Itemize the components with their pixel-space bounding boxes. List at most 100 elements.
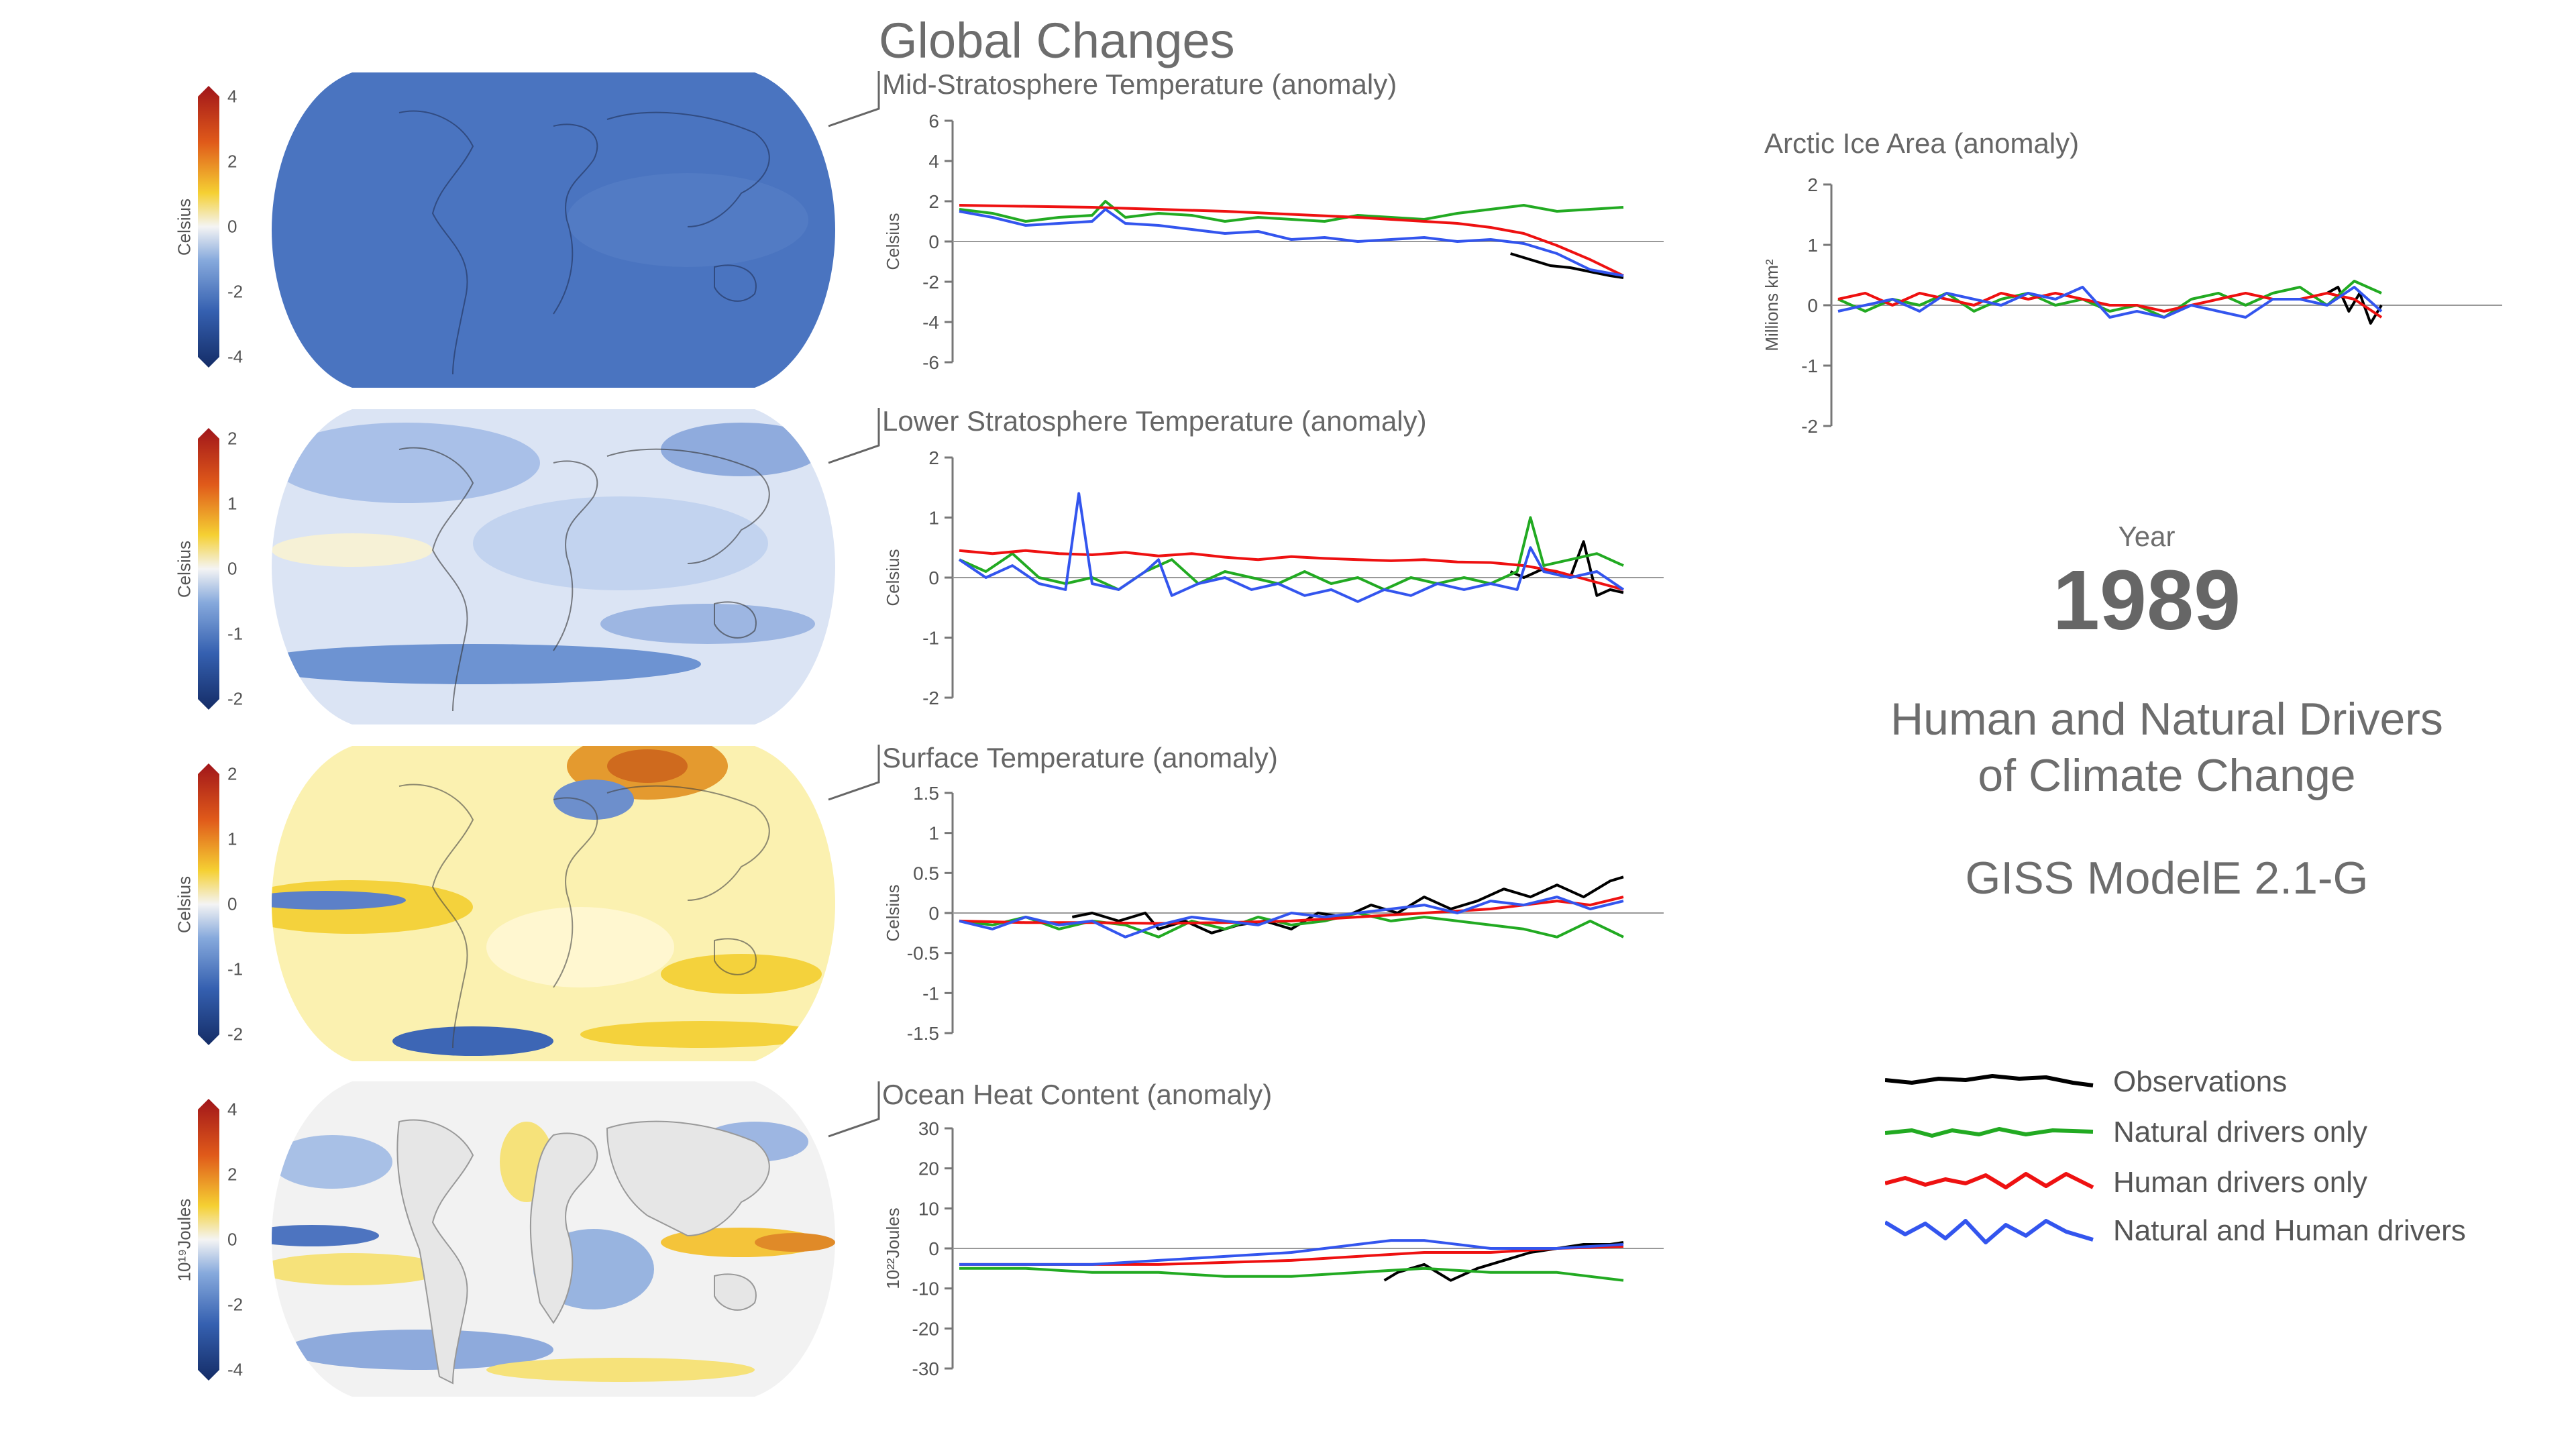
chart-lower-stratosphere: 2 1 0 -1 -2 Celsius [885,447,1664,708]
leader-line [828,71,880,127]
colorbar-gradient [198,1099,219,1381]
y-tick-label: -1 [1801,356,1818,376]
series-line [959,200,1624,223]
colorbar-tick: 0 [227,216,237,237]
y-tick-label: 10 [918,1198,939,1219]
y-axis-label: Celsius [885,549,903,606]
legend-swatch [1884,1127,2094,1138]
colorbar-tick: 2 [227,763,237,784]
series-line [958,492,1625,603]
legend-swatch [1884,1219,2094,1244]
y-tick-label: 2 [928,191,939,212]
colorbar-tick: -4 [227,1359,244,1380]
y-tick-label: -2 [922,272,939,292]
series-line [959,1267,1624,1282]
chart-arctic-ice: 2 1 0 -1 -2 Millions km² [1762,174,2502,437]
y-tick-label: 4 [928,151,939,172]
y-axis-label: Celsius [885,213,903,270]
chart-ocean-heat: 30 20 10 0 -10 -20 -30 10²²Joules [885,1118,1664,1379]
model-name: GISS ModelE 2.1-G [1965,853,2369,904]
subtitle: Human and Natural Drivers of Climate Cha… [1811,691,2522,804]
y-tick-label: -2 [1801,416,1818,437]
colorbar-gradient [198,428,219,710]
colorbar-unit: Celsius [174,875,195,934]
y-tick-label: 20 [918,1159,939,1179]
y-tick-label: -1 [922,628,939,649]
colorbar-ocean-heat: 4 2 0 -2 -4 10¹⁹Joules [174,1099,243,1381]
y-tick-label: 30 [918,1118,939,1139]
y-tick-label: -4 [922,312,939,333]
y-axis-label: Millions km² [1762,259,1782,352]
subtitle-line: of Climate Change [1978,750,2356,801]
y-tick-label: 2 [928,447,939,468]
colorbar-tick: 4 [227,86,237,107]
chart-title-arctic-ice: Arctic Ice Area (anomaly) [1764,127,2080,159]
y-tick-label: 1 [928,823,939,844]
y-tick-label: 0 [928,903,939,924]
leader-line [828,745,880,801]
y-tick-label: 6 [928,111,939,131]
year-label: Year [2118,521,2176,552]
colorbar-tick: -1 [227,623,244,644]
colorbar-unit: 10¹⁹Joules [174,1198,195,1282]
series-line [1509,540,1624,597]
y-tick-label: -0.5 [907,943,939,964]
colorbar-tick: 0 [227,558,237,579]
colorbar-tick: -2 [227,1294,244,1315]
legend-swatch [1884,1074,2094,1087]
series-line [959,1239,1624,1266]
colorbar-tick: -2 [227,688,244,709]
legend-label: Observations [2113,1065,2288,1098]
series-line [959,896,1624,925]
y-axis-label: 10²²Joules [885,1208,903,1289]
series-line [1837,286,2383,319]
page-title: Global Changes [879,13,1235,68]
legend-item-natural-and-human: Natural and Human drivers [1884,1209,2489,1249]
series-line [959,516,1624,591]
y-tick-label: -10 [912,1279,939,1299]
colorbar-tick: 4 [227,1099,237,1120]
colorbar-unit: Celsius [174,198,195,256]
legend-label: Natural and Human drivers [2113,1214,2466,1247]
series-line [959,208,1624,277]
y-tick-label: 0 [1807,295,1818,316]
map-surface [272,746,835,1061]
colorbar-tick: 2 [227,1164,237,1185]
chart-title-mid-stratosphere: Mid-Stratosphere Temperature (anomaly) [882,68,1397,100]
series-line [1510,252,1624,279]
y-tick-label: -2 [922,688,939,708]
legend-label: Natural drivers only [2113,1116,2368,1148]
series-line [2326,286,2383,325]
map-mid-stratosphere [272,72,835,388]
y-tick-label: -1.5 [907,1023,939,1044]
colorbar-tick: 0 [227,1229,237,1250]
subtitle-line: Human and Natural Drivers [1890,694,2443,745]
chart-title-surface: Surface Temperature (anomaly) [882,742,1278,773]
colorbar-tick: 2 [227,428,237,449]
map-ocean-heat [272,1081,835,1397]
leader-line [828,1081,880,1138]
colorbar-lower-stratosphere: 2 1 0 -1 -2 Celsius [174,428,243,710]
legend-item-observations: Observations [1884,1060,2489,1100]
y-tick-label: 1 [1807,235,1818,256]
y-tick-label: 2 [1807,174,1818,195]
y-tick-label: 0 [928,231,939,252]
series-line [959,912,1624,938]
y-axis-label: Celsius [885,884,903,941]
y-tick-label: 0.5 [913,863,939,883]
legend-label: Human drivers only [2113,1166,2368,1199]
colorbar-tick: -2 [227,1024,244,1044]
colorbar-tick: 2 [227,151,237,172]
map-lower-stratosphere [272,409,835,724]
series-line [959,204,1624,277]
legend-item-human: Human drivers only [1884,1161,2489,1201]
colorbar-surface: 2 1 0 -1 -2 Celsius [174,763,243,1045]
colorbar-tick: -4 [227,346,244,367]
chart-title-ocean-heat: Ocean Heat Content (anomaly) [882,1079,1273,1110]
colorbar-tick: -1 [227,959,244,979]
colorbar-unit: Celsius [174,540,195,598]
colorbar-tick: -2 [227,281,244,302]
colorbar-mid-stratosphere: 4 2 0 -2 -4 Celsius [174,86,243,368]
series-line [959,896,1624,938]
legend-swatch [1884,1172,2094,1189]
